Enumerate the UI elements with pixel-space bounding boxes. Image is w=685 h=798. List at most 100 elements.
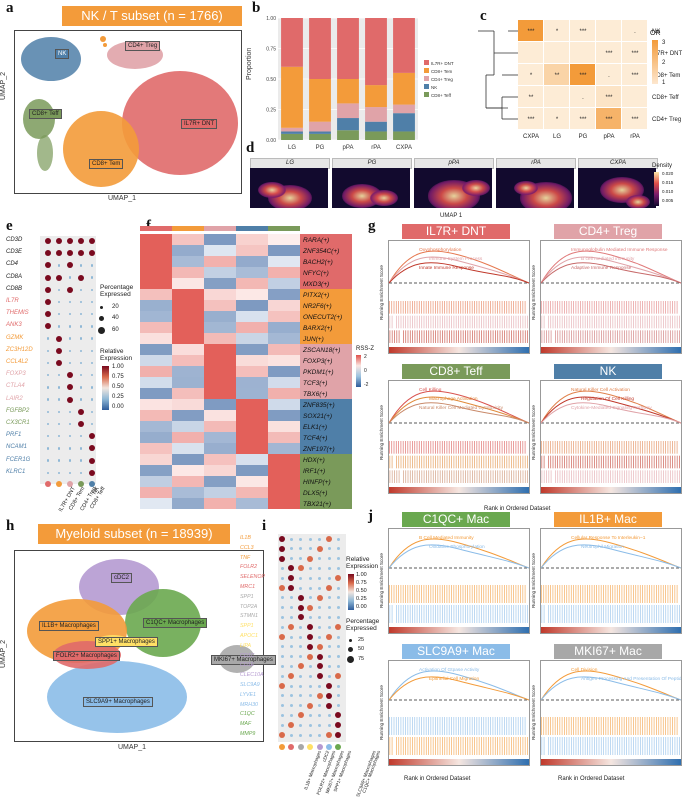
f-group-bar [268,226,300,231]
gsea-hit-tick [471,605,473,623]
f-heat-cell [268,366,300,377]
gsea-hit-tick [467,455,469,469]
gsea-hit-tick [591,441,593,454]
gsea-hit-tick [633,441,634,454]
f-heat-cell [172,443,204,454]
gsea-hit-tick [610,441,611,454]
gsea-hit-tick [605,315,607,329]
gsea-hit-tick [603,301,604,314]
gsea-hit-tick [672,301,673,314]
gsea-hit-tick [656,315,657,329]
gsea-hit-tick [446,301,448,314]
i-dot [318,557,322,561]
gsea-hit-tick [506,737,508,755]
gsea-hit-tick [630,330,632,343]
density-map [332,168,410,208]
gsea-hit-tick [504,315,505,329]
j-xlabel-left: Rank in Ordered Dataset [404,776,471,782]
umap-myeloid-ylabel: UMAP_2 [0,639,7,668]
gsea-hit-tick [474,455,475,469]
gsea-hit-tick [646,737,648,755]
gsea-hit-tick [660,737,662,755]
i-dot [289,655,293,659]
gsea-term-label: Cell Division [571,667,598,673]
i-dot [336,655,340,659]
gsea-hit-tick [658,470,660,483]
gsea-hit-tick [391,737,393,755]
density-hotspot [258,181,286,199]
i-dot [336,547,340,551]
gsea-hit-tick [472,330,473,343]
gsea-hit-tick [478,585,480,603]
gsea-hit-tick [465,605,466,623]
gsea-hit-tick [428,330,430,343]
gsea-hit-tick [474,585,475,603]
f-tf-label-bg [300,377,352,388]
gsea-hit-tick [649,585,650,603]
gsea-hit-tick [658,330,660,343]
gsea-hit-tick [665,585,666,603]
gsea-hit-tick [614,470,616,483]
gsea-hit-tick [612,717,614,735]
i-dot [297,604,304,611]
gsea-hit-tick [589,301,591,314]
gsea-hit-tick [435,315,436,329]
f-heat-cell [140,344,172,355]
gsea-hit-tick [432,605,434,623]
gsea-hit-tick [573,441,574,454]
gsea-hit-tick [621,301,623,314]
density-xlabel: UMAP 1 [440,213,463,219]
size-key-label: 40 [112,315,119,321]
gsea-hit-tick [448,605,450,623]
gsea-hit-tick [442,330,443,343]
gsea-hit-tick [405,605,406,623]
gsea-hit-tick [626,585,627,603]
f-heat-cell [204,322,236,333]
gsea-hit-tick [568,470,570,483]
gsea-hit-tick [548,737,549,755]
gsea-hit-tick [651,315,653,329]
gsea-hit-tick [541,737,543,755]
gsea-hit-tick [656,585,657,603]
gsea-hit-tick [394,470,395,483]
i-dot [307,702,314,709]
gsea-hit-tick [679,605,680,623]
i-dot [335,722,342,729]
gsea-hit-tick [658,717,660,735]
f-heat-cell [268,432,300,443]
gsea-hit-tick [628,585,630,603]
gsea-hit-tick [554,315,556,329]
i-dot [280,723,284,727]
gsea-hit-tick [428,441,429,454]
gsea-hit-tick [580,470,582,483]
bar-ylabel: Proportion [246,47,253,80]
gsea-hit-tick [409,455,411,469]
gsea-hit-tick [405,455,406,469]
gsea-term-label: Natural Killer Cell Mediated Cytotoxicit… [419,405,504,411]
gsea-hit-tick [640,455,641,469]
or-cell-signif: ** [529,95,534,101]
gsea-hit-tick [517,315,519,329]
gsea-hit-tick [504,585,505,603]
gsea-hit-tick [522,441,524,454]
gsea-hit-tick [635,301,637,314]
f-heat-cell [140,333,172,344]
gsea-hit-tick [676,441,678,454]
e-gene-label: ZC3H12D [6,346,33,353]
or-cell-signif: . [608,73,610,79]
gsea-hit-tick [605,301,607,314]
e-dot [90,386,94,389]
gsea-hit-tick [637,455,639,469]
f-heat-cell [268,311,300,322]
gsea-hit-tick [419,330,420,343]
gsea-hit-tick [412,470,413,483]
e-dot [45,238,51,244]
gsea-hit-tick [400,455,402,469]
e-dot [90,337,94,340]
gsea-hit-tick [462,605,464,623]
gsea-hit-tick [616,301,618,314]
f-heat-cell [268,245,300,256]
bar-legend-label: CD8+ Tem [431,69,453,74]
gsea-hit-tick [396,330,398,343]
gsea-hit-tick [421,315,423,329]
